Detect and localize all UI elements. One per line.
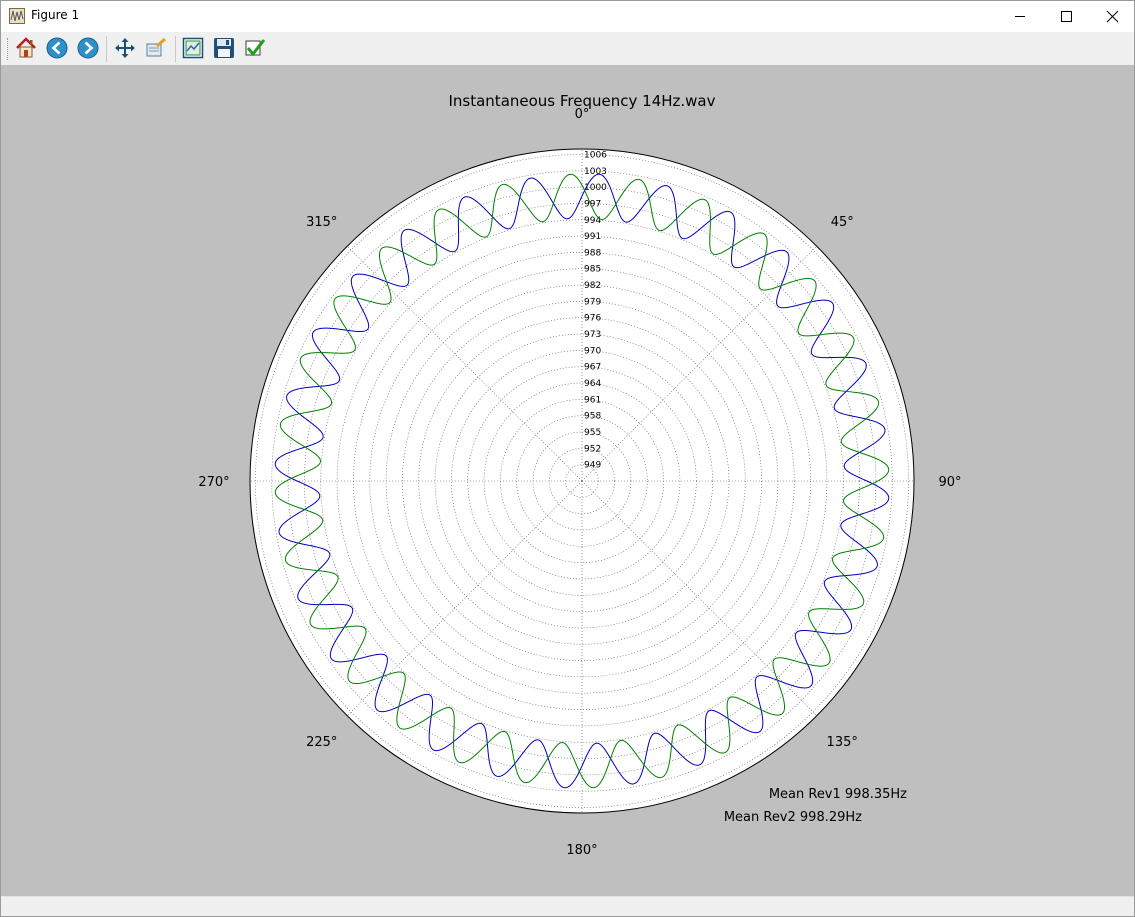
back-button[interactable] bbox=[43, 34, 71, 62]
r-tick-label: 982 bbox=[584, 281, 601, 291]
r-tick-label: 952 bbox=[584, 444, 601, 454]
forward-button[interactable] bbox=[74, 34, 102, 62]
radial-grid-circle bbox=[369, 268, 795, 694]
angular-grid bbox=[250, 149, 914, 813]
r-tick-label: 1000 bbox=[584, 183, 607, 193]
radial-tick-labels: 949 952 955 958 961 964 967 970 973 976 979 982 985 9… bbox=[584, 150, 607, 470]
angular-grid-line bbox=[581, 480, 817, 716]
radial-grid-circle bbox=[483, 382, 681, 580]
r-tick-label: 949 bbox=[584, 461, 601, 471]
subplots-icon bbox=[182, 37, 204, 59]
toolbar bbox=[1, 32, 1134, 65]
home-button[interactable] bbox=[12, 34, 40, 62]
r-tick-label: 964 bbox=[584, 379, 601, 389]
arrow-left-icon bbox=[46, 37, 68, 59]
zoom-button[interactable] bbox=[142, 34, 170, 62]
r-tick-label: 1006 bbox=[584, 150, 607, 160]
theta-tick-label: 225° bbox=[306, 735, 337, 750]
r-tick-label: 967 bbox=[584, 363, 601, 373]
status-bar bbox=[1, 896, 1134, 916]
close-icon bbox=[1106, 11, 1118, 23]
save-button[interactable] bbox=[210, 34, 238, 62]
angular-grid-line bbox=[347, 480, 583, 716]
theta-tick-label: 135° bbox=[827, 735, 858, 750]
r-tick-label: 976 bbox=[584, 314, 601, 324]
theta-tick-label: 45° bbox=[831, 215, 854, 230]
minimize-icon bbox=[1015, 16, 1025, 17]
toolbar-grip bbox=[7, 38, 11, 60]
arrow-right-icon bbox=[77, 37, 99, 59]
polar-chart: 949 952 955 958 961 964 967 970 973 976 979 982 985 9… bbox=[198, 92, 961, 858]
title-bar: Figure 1 bbox=[1, 1, 1134, 32]
mean-rev1-annotation: Mean Rev1 998.35Hz bbox=[769, 787, 907, 802]
series-line-rev2 bbox=[274, 173, 890, 789]
r-tick-label: 997 bbox=[584, 199, 601, 209]
radial-grid-circle bbox=[287, 186, 877, 776]
radial-grid-circle bbox=[255, 154, 909, 808]
series-lines bbox=[274, 173, 890, 789]
r-tick-label: 991 bbox=[584, 232, 601, 242]
window-title: Figure 1 bbox=[31, 8, 80, 22]
radial-grid-circle bbox=[565, 464, 599, 498]
radial-grid-circle bbox=[516, 415, 648, 547]
subplots-button[interactable] bbox=[179, 34, 207, 62]
radial-grid-circle bbox=[418, 317, 746, 645]
mean-rev2-annotation: Mean Rev2 998.29Hz bbox=[724, 810, 862, 825]
radial-grid-circle bbox=[304, 203, 860, 759]
theta-tick-label: 315° bbox=[306, 215, 337, 230]
r-tick-label: 994 bbox=[584, 216, 601, 226]
angular-grid-line bbox=[347, 246, 583, 482]
r-tick-label: 979 bbox=[584, 297, 601, 307]
r-tick-label: 985 bbox=[584, 265, 601, 275]
r-tick-label: 955 bbox=[584, 428, 601, 438]
radial-grid-circle bbox=[336, 235, 828, 727]
edit-button[interactable] bbox=[241, 34, 269, 62]
polar-axes-border bbox=[249, 148, 915, 814]
figure-canvas: 949 952 955 958 961 964 967 970 973 976 979 982 985 9… bbox=[1, 65, 1134, 896]
r-tick-label: 988 bbox=[584, 248, 601, 258]
radial-grid-circle bbox=[549, 448, 615, 514]
radial-grid-circle bbox=[402, 301, 762, 661]
toolbar-separator bbox=[175, 36, 176, 62]
theta-tick-label: 180° bbox=[566, 843, 597, 858]
radial-grid-circle bbox=[434, 333, 730, 629]
theta-tick-label: 90° bbox=[938, 475, 961, 490]
r-tick-label: 1003 bbox=[584, 167, 607, 177]
move-arrows-icon bbox=[115, 38, 135, 58]
toolbar-separator bbox=[106, 36, 107, 62]
figure-app-icon bbox=[9, 8, 25, 24]
angular-grid-line bbox=[581, 246, 817, 482]
r-tick-label: 970 bbox=[584, 346, 601, 356]
theta-tick-label: 270° bbox=[198, 475, 229, 490]
close-button[interactable] bbox=[1089, 1, 1134, 32]
zoom-rect-icon bbox=[146, 37, 166, 57]
angular-tick-labels: 0° 45° 90° 135° 180° 225° 270° 315° bbox=[198, 107, 961, 858]
r-tick-label: 961 bbox=[584, 395, 601, 405]
r-tick-label: 973 bbox=[584, 330, 601, 340]
radial-grid-circle bbox=[451, 350, 713, 612]
maximize-button[interactable] bbox=[1043, 1, 1089, 32]
chart-title: Instantaneous Frequency 14Hz.wav bbox=[448, 92, 715, 110]
theta-tick-label: 0° bbox=[575, 107, 590, 122]
radial-grid-circle bbox=[271, 170, 893, 792]
pan-button[interactable] bbox=[111, 34, 139, 62]
checkmark-icon bbox=[245, 39, 266, 57]
maximize-icon bbox=[1061, 11, 1072, 22]
home-icon bbox=[16, 37, 36, 58]
r-tick-label: 958 bbox=[584, 412, 601, 422]
floppy-disk-icon bbox=[214, 38, 234, 58]
minimize-button[interactable] bbox=[997, 1, 1043, 32]
series-line-rev1 bbox=[274, 173, 890, 789]
